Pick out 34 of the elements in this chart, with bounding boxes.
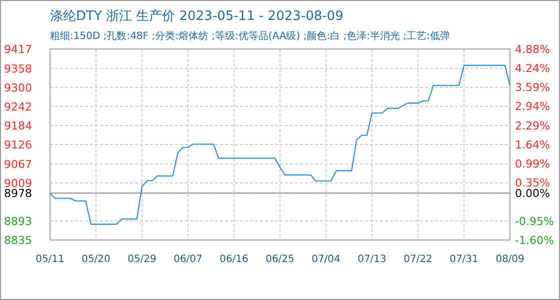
- y-tick-label: 9067: [4, 158, 32, 171]
- y2-tick-label: -1.60%: [515, 234, 554, 247]
- x-tick-label: 05/29: [128, 254, 156, 265]
- x-tick-label: 06/25: [266, 254, 294, 265]
- x-tick-label: 07/13: [358, 254, 386, 265]
- y-tick-label: 9358: [4, 62, 32, 76]
- y2-tick-label: 4.88%: [515, 43, 550, 56]
- x-tick-label: 07/04: [312, 254, 340, 265]
- y-tick-label: 9300: [4, 81, 32, 94]
- x-tick-label: 05/20: [82, 254, 110, 265]
- y-tick-label: 9009: [4, 176, 32, 190]
- y2-tick-label: 2.29%: [515, 119, 550, 132]
- x-tick-label: 06/16: [220, 254, 248, 265]
- line-series: [49, 64, 511, 225]
- x-tick-label: 07/22: [404, 254, 432, 265]
- x-tick-label: 07/31: [450, 254, 478, 265]
- x-tick-label: 05/11: [36, 254, 64, 265]
- y2-tick-label: 4.24%: [515, 62, 550, 75]
- y-tick-label: 8893: [4, 214, 32, 228]
- x-tick-label: 06/07: [174, 254, 202, 265]
- y-tick-label: 8978: [4, 187, 32, 200]
- y-tick-label: 8835: [4, 234, 32, 247]
- x-tick-label: 08/09: [496, 254, 524, 265]
- y-tick-label: 9242: [4, 100, 32, 114]
- y2-tick-label: 0.99%: [515, 158, 550, 171]
- y-tick-label: 9184: [4, 119, 32, 132]
- y-tick-label: 9417: [4, 43, 32, 56]
- y-tick-label: 9126: [4, 138, 32, 152]
- y2-tick-label: 3.59%: [515, 81, 550, 94]
- y2-tick-label: 1.64%: [515, 138, 550, 152]
- chart-title: 涤纶DTY 浙江 生产价 2023-05-11 - 2023-08-09: [50, 9, 344, 24]
- y2-tick-label: 2.94%: [515, 100, 550, 114]
- chart-subtitle: 粗细:150D ;孔数:48F ;分类:熔体纺 ;等级:优等品(AA级) ;颜色:白 ;色泽:半消光 ;工艺:低弹: [50, 30, 450, 42]
- y2-tick-label: -0.95%: [515, 214, 554, 228]
